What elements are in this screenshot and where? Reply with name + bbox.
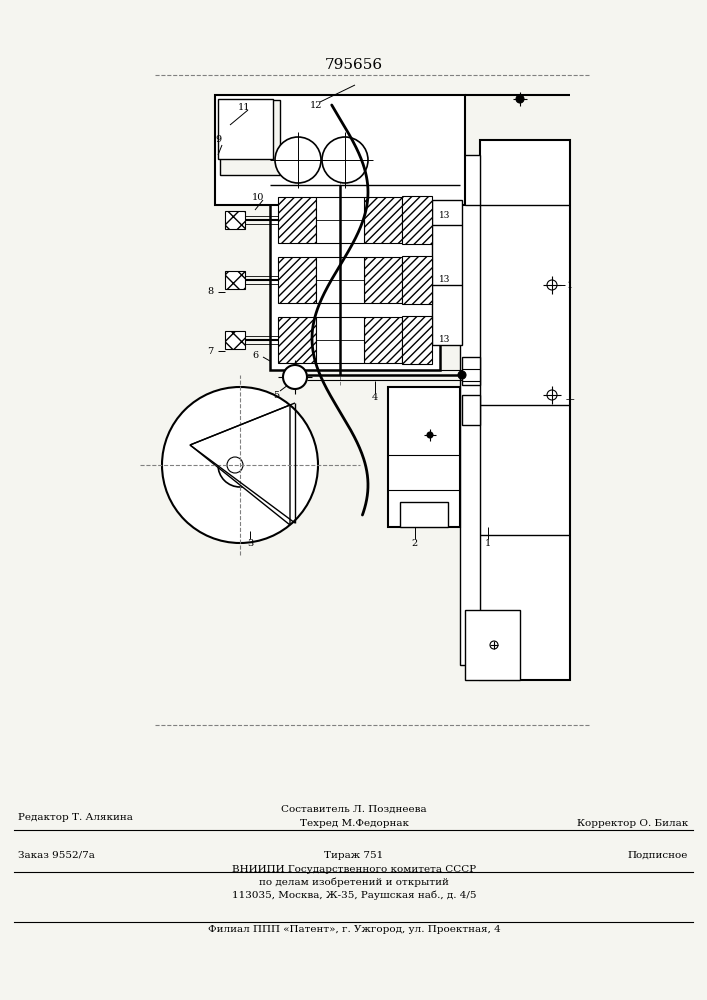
Bar: [270, 185, 440, 370]
Bar: [225, 331, 245, 349]
Bar: [278, 257, 316, 303]
Bar: [225, 211, 245, 229]
Text: 10: 10: [252, 192, 264, 202]
Text: ВНИИПИ Государственного комитета СССР: ВНИИПИ Государственного комитета СССР: [232, 865, 476, 874]
Text: Техред М.Федорнак: Техред М.Федорнак: [300, 819, 409, 828]
Text: 13: 13: [439, 336, 450, 344]
Text: 11: 11: [238, 103, 250, 111]
Circle shape: [427, 432, 433, 438]
Text: Редактор Т. Алякина: Редактор Т. Алякина: [18, 813, 133, 822]
Bar: [480, 140, 570, 680]
Text: 4: 4: [372, 392, 378, 401]
Circle shape: [458, 371, 466, 379]
Circle shape: [547, 390, 557, 400]
Circle shape: [547, 280, 557, 290]
Circle shape: [516, 95, 524, 103]
Bar: [402, 196, 432, 244]
Text: Заказ 9552/7а: Заказ 9552/7а: [18, 851, 95, 860]
Bar: [225, 271, 245, 289]
Bar: [402, 316, 432, 364]
Bar: [278, 317, 316, 363]
Circle shape: [162, 387, 318, 543]
Bar: [278, 197, 316, 243]
Bar: [462, 395, 480, 425]
Bar: [215, 95, 465, 205]
Text: 13: 13: [439, 211, 450, 220]
Bar: [462, 357, 480, 385]
Bar: [316, 197, 364, 243]
Circle shape: [275, 137, 321, 183]
Text: Подписное: Подписное: [628, 851, 688, 860]
Bar: [460, 155, 480, 665]
Text: 113035, Москва, Ж-35, Раушская наб., д. 4/5: 113035, Москва, Ж-35, Раушская наб., д. …: [232, 890, 477, 900]
Text: Корректор О. Билак: Корректор О. Билак: [577, 819, 688, 828]
Circle shape: [283, 365, 307, 389]
Circle shape: [227, 457, 243, 473]
Text: 9: 9: [215, 135, 221, 144]
Polygon shape: [190, 405, 290, 525]
Bar: [316, 257, 364, 303]
Circle shape: [218, 443, 262, 487]
Text: 2: 2: [412, 538, 418, 548]
Text: Филиал ППП «Патент», г. Ужгород, ул. Проектная, 4: Филиал ППП «Патент», г. Ужгород, ул. Про…: [208, 925, 501, 934]
Bar: [465, 610, 520, 680]
Bar: [402, 256, 432, 304]
Bar: [220, 100, 280, 175]
Text: 1: 1: [567, 280, 573, 290]
Text: Составитель Л. Позднеева: Составитель Л. Позднеева: [281, 805, 427, 814]
Text: Тираж 751: Тираж 751: [325, 851, 384, 860]
Text: 7: 7: [207, 347, 213, 356]
Bar: [388, 387, 460, 527]
Text: 5: 5: [273, 390, 279, 399]
Text: 795656: 795656: [325, 58, 383, 72]
Bar: [432, 200, 462, 345]
Bar: [364, 317, 402, 363]
Circle shape: [322, 137, 368, 183]
Text: 3: 3: [247, 538, 253, 548]
Text: 8: 8: [207, 288, 213, 296]
Text: 12: 12: [310, 101, 322, 109]
Bar: [316, 317, 364, 363]
Text: 13: 13: [439, 275, 450, 284]
Bar: [218, 99, 273, 159]
Bar: [364, 257, 402, 303]
Text: по делам изобретений и открытий: по делам изобретений и открытий: [259, 878, 449, 887]
Text: 6: 6: [252, 351, 258, 360]
Text: 1: 1: [485, 538, 491, 548]
Circle shape: [490, 641, 498, 649]
Bar: [400, 502, 448, 527]
Text: +: +: [565, 393, 575, 406]
Bar: [364, 197, 402, 243]
